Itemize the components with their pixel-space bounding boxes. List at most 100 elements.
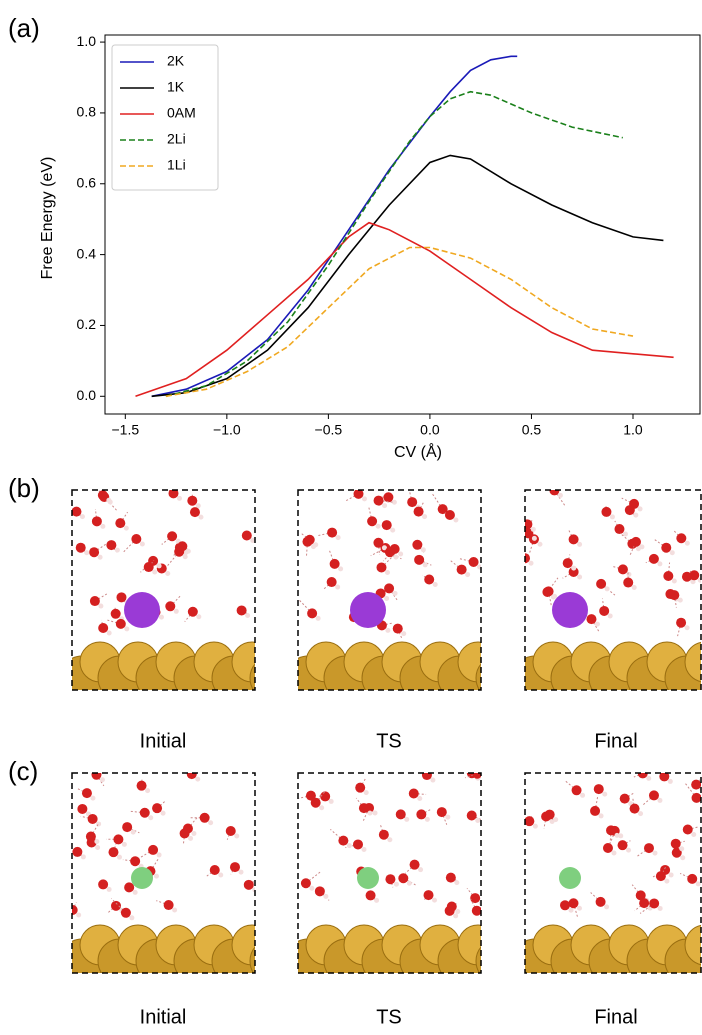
oxygen	[108, 847, 118, 857]
hydrogen	[124, 526, 129, 531]
oxygen	[353, 839, 363, 849]
hydrogen	[361, 847, 366, 852]
hydrogen	[633, 513, 638, 518]
hydrogen	[599, 813, 604, 818]
hydrogen	[364, 790, 369, 795]
oxygen	[382, 520, 392, 530]
oxygen	[311, 798, 321, 808]
hydrogen	[329, 799, 334, 804]
oxygen	[614, 524, 624, 534]
oxygen	[631, 537, 641, 547]
panel-label: (c)	[8, 756, 38, 786]
hydrogen	[432, 898, 437, 903]
oxygen	[422, 770, 432, 780]
oxygen	[568, 898, 578, 908]
hydrogen	[558, 493, 563, 498]
oxygen	[470, 893, 480, 903]
gold-atom	[250, 656, 294, 700]
legend-box	[112, 45, 218, 190]
oxygen	[563, 558, 573, 568]
oxygen	[113, 834, 123, 844]
oxygen	[140, 808, 150, 818]
oxygen	[122, 822, 132, 832]
oxygen	[457, 565, 467, 575]
oxygen	[409, 788, 419, 798]
structure-image	[60, 481, 310, 700]
hydrogen	[107, 887, 112, 892]
hydrogen	[387, 837, 392, 842]
oxygen	[366, 890, 376, 900]
hydrogen	[453, 517, 458, 522]
oxygen	[630, 804, 640, 814]
hydrogen	[685, 625, 690, 630]
hydrogen	[98, 555, 103, 560]
cation	[559, 867, 581, 889]
hydrogen	[623, 532, 628, 537]
hydrogen	[140, 542, 145, 547]
oxygen	[376, 562, 386, 572]
oxygen	[116, 592, 126, 602]
oxygen	[237, 605, 247, 615]
oxygen	[424, 574, 434, 584]
oxygen	[379, 830, 389, 840]
hydrogen	[421, 547, 426, 552]
oxygen	[620, 794, 630, 804]
gold-atom	[250, 939, 294, 983]
line	[166, 92, 623, 397]
hydrogen	[188, 836, 193, 841]
oxygen	[649, 790, 659, 800]
cation	[131, 867, 153, 889]
hydrogen	[672, 578, 677, 583]
oxygen	[301, 878, 311, 888]
structure-image	[513, 768, 702, 983]
oxygen	[524, 816, 534, 826]
hydrogen	[445, 815, 450, 820]
structure-image	[60, 765, 310, 983]
oxygen	[469, 557, 479, 567]
oxygen	[569, 534, 579, 544]
y-tick-label: 0.8	[77, 104, 97, 120]
hydrogen	[323, 894, 328, 899]
y-tick-label: 0.0	[77, 387, 97, 403]
oxygen	[338, 836, 348, 846]
hydrogen	[401, 631, 406, 636]
hydrogen	[646, 776, 651, 781]
hydrogen	[159, 615, 164, 620]
hydrogen	[664, 879, 669, 884]
hydrogen	[122, 842, 127, 847]
structure-image	[286, 768, 536, 983]
hydrogen	[657, 798, 662, 803]
oxygen	[649, 554, 659, 564]
oxygen	[599, 606, 609, 616]
hydrogen	[455, 909, 460, 914]
oxygen	[89, 547, 99, 557]
hydrogen	[652, 851, 657, 856]
x-tick-label: 1.0	[623, 422, 643, 438]
hydrogen	[418, 867, 423, 872]
oxygen	[130, 856, 140, 866]
oxygen	[148, 845, 158, 855]
panel-label: (a)	[8, 13, 40, 43]
hydrogen	[691, 832, 696, 837]
x-axis-label: CV (Å)	[394, 442, 442, 461]
hydrogen	[338, 566, 343, 571]
hydrogen	[374, 898, 379, 903]
line	[136, 223, 674, 397]
atoms	[513, 768, 702, 983]
line	[152, 155, 664, 396]
figure: (a) (b) (c) CV (Å) Free Energy (eV) Init…	[0, 0, 702, 1035]
oxygen	[544, 586, 554, 596]
hydrogen	[165, 571, 170, 576]
hydrogen	[76, 912, 81, 917]
y-tick-label: 1.0	[77, 33, 97, 49]
hydrogen	[529, 561, 534, 566]
panel-caption: TS	[376, 730, 402, 752]
hydrogen	[417, 796, 422, 801]
hydrogen	[218, 873, 223, 878]
hydrogen	[157, 852, 162, 857]
legend-label: 2K	[167, 53, 185, 69]
hydrogen	[696, 881, 701, 886]
oxygen	[603, 843, 613, 853]
hydrogen	[638, 506, 643, 511]
hydrogen	[385, 628, 390, 633]
